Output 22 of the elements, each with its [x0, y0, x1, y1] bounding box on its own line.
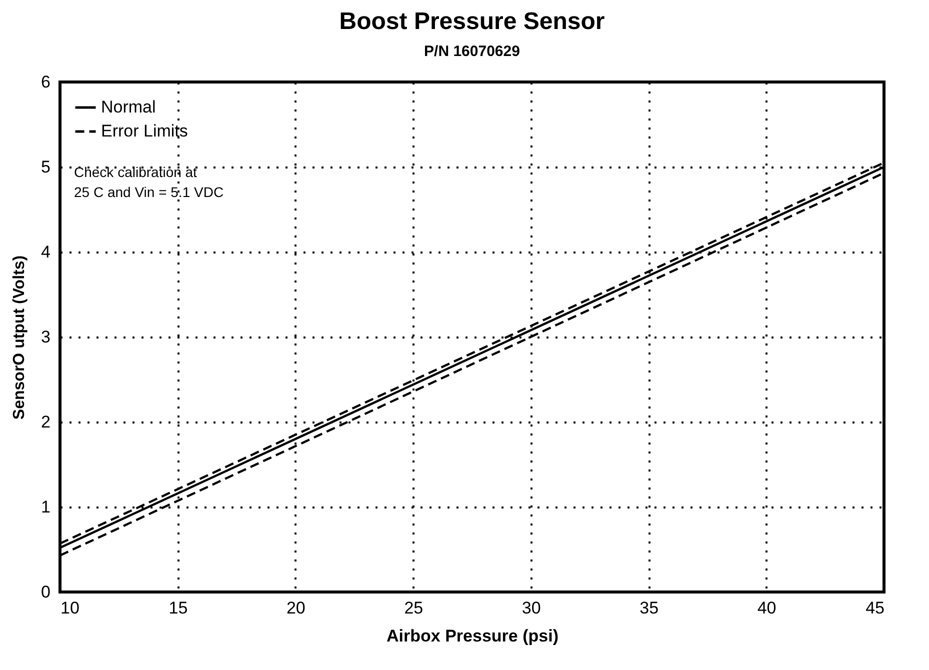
- x-tick-label: 10: [60, 598, 80, 618]
- y-tick-label: 6: [41, 72, 50, 92]
- y-tick-label: 3: [41, 328, 50, 346]
- legend-label: Normal: [101, 98, 156, 116]
- y-tick-label: 1: [41, 498, 50, 516]
- y-tick-label: 5: [41, 158, 50, 176]
- x-tick-label: 35: [640, 598, 659, 618]
- annotation: Check calibration at 25 C and Vin = 5.1 VDC: [74, 164, 224, 200]
- x-tick-label: 45: [866, 598, 884, 618]
- x-tick-label: 15: [168, 598, 188, 618]
- chart-title: Boost Pressure Sensor: [339, 8, 605, 35]
- chart-subtitle: P/N 16070629: [424, 43, 520, 60]
- x-tick-label: 20: [286, 598, 306, 618]
- y-tick-label: 2: [41, 412, 50, 432]
- legend-label: Error Limits: [101, 122, 188, 140]
- y-axis-title: SensorO utput (Volts): [11, 255, 28, 420]
- y-tick-label: 4: [41, 242, 50, 262]
- x-axis-title: Airbox Pressure (psi): [386, 626, 558, 646]
- x-tick-label: 25: [404, 598, 424, 618]
- x-tick-label: 40: [757, 598, 776, 618]
- y-tick-label: 0: [41, 582, 50, 602]
- x-tick-label: 30: [522, 598, 541, 618]
